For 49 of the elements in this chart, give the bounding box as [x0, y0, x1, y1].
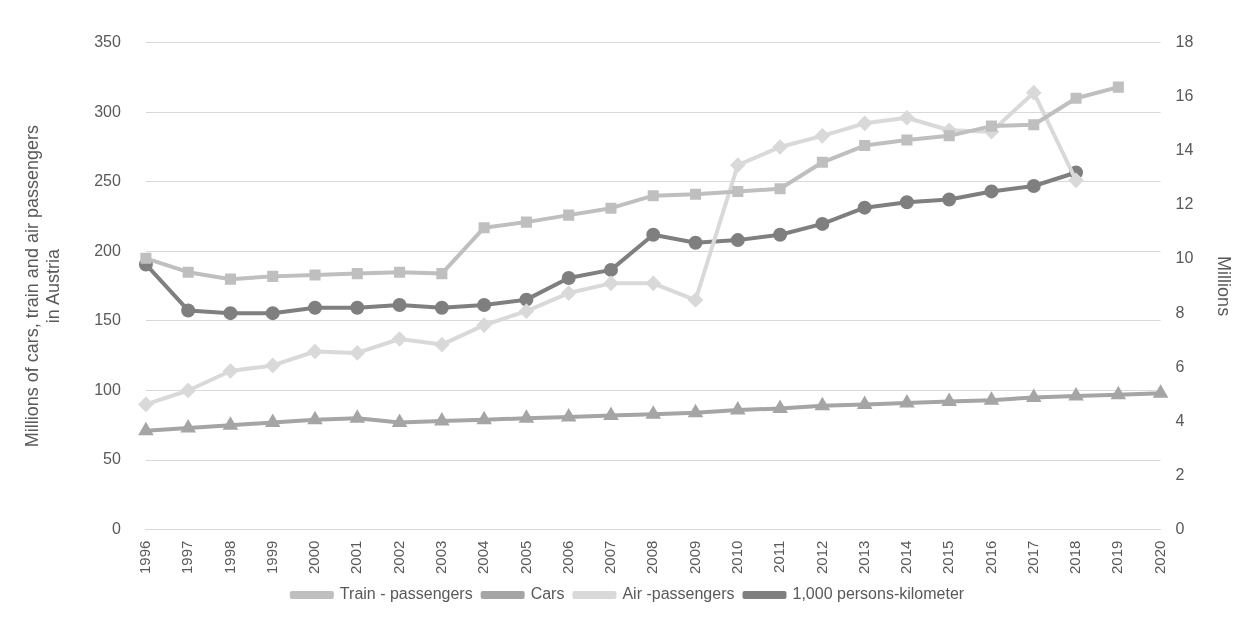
- legend-label: 1,000 persons-kilometer: [792, 585, 965, 603]
- x-tick-label: 2003: [431, 540, 449, 575]
- x-tick-label: 2007: [601, 540, 619, 575]
- y-tick-label: 100: [94, 380, 121, 398]
- legend-label: Air -passengers: [622, 585, 735, 603]
- y2-axis-title: Millions: [1214, 256, 1235, 317]
- y-tick-label: 150: [94, 311, 121, 329]
- y-tick-label: 200: [94, 241, 121, 259]
- x-tick-label: 2005: [516, 540, 534, 575]
- x-tick-label: 1999: [262, 540, 280, 575]
- y2-tick-label: 16: [1175, 87, 1194, 105]
- x-tick-label: 2002: [389, 540, 407, 575]
- y2-tick-label: 10: [1175, 249, 1194, 267]
- y2-tick-label: 18: [1175, 33, 1194, 51]
- x-tick-label: 2014: [897, 540, 915, 575]
- legend-label: Cars: [530, 585, 565, 603]
- y-tick-label: 250: [94, 172, 121, 190]
- x-tick-label: 2009: [685, 540, 703, 575]
- y2-tick-label: 14: [1175, 141, 1194, 159]
- legend-label: Train - passengers: [339, 585, 473, 603]
- y2-tick-label: 0: [1175, 520, 1185, 538]
- y2-tick-label: 6: [1175, 357, 1185, 375]
- y2-tick-label: 8: [1175, 303, 1185, 321]
- x-tick-label: 2019: [1108, 540, 1126, 575]
- x-tick-label: 2020: [1150, 540, 1168, 575]
- x-tick-label: 1998: [220, 540, 238, 575]
- y2-tick-label: 4: [1175, 411, 1185, 429]
- y-tick-label: 50: [103, 450, 121, 468]
- x-tick-label: 2012: [812, 540, 830, 575]
- x-tick-label: 2013: [854, 540, 872, 575]
- x-tick-label: 2018: [1066, 540, 1084, 575]
- y-tick-label: 0: [111, 520, 121, 538]
- y-tick-label: 350: [94, 33, 121, 51]
- x-tick-label: 2008: [643, 540, 661, 575]
- y2-tick-label: 2: [1175, 465, 1185, 483]
- x-tick-label: 1996: [136, 540, 154, 575]
- x-tick-label: 2011: [770, 540, 788, 573]
- y-axis-title: Millions of cars, train and air passengers in Austria: [21, 125, 64, 448]
- x-tick-label: 2010: [727, 540, 745, 575]
- y-tick-label: 300: [94, 102, 121, 120]
- x-tick-label: 2006: [558, 540, 576, 575]
- x-tick-label: 2000: [305, 540, 323, 575]
- x-tick-label: 2017: [1023, 540, 1041, 575]
- x-tick-label: 1997: [178, 540, 196, 575]
- x-tick-label: 2004: [474, 540, 492, 575]
- y2-tick-label: 12: [1175, 195, 1194, 213]
- x-tick-label: 2015: [939, 540, 957, 575]
- x-tick-label: 2001: [347, 540, 365, 575]
- x-tick-label: 2016: [981, 540, 999, 575]
